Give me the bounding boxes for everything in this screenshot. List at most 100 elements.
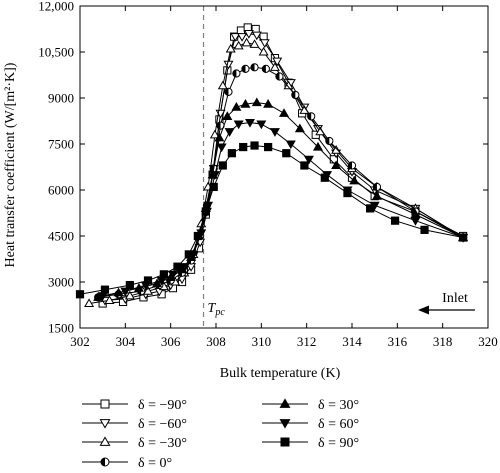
data-point	[167, 270, 178, 280]
legend-marker	[99, 436, 111, 446]
x-axis-ticks: 302 304 306 308 310 312 314 316 318 320	[70, 6, 498, 349]
data-point	[209, 182, 218, 192]
y-tick-label: 3000	[48, 275, 74, 290]
data-point	[250, 141, 259, 150]
data-point	[184, 250, 193, 259]
data-point	[222, 111, 233, 120]
data-point	[278, 108, 290, 117]
y-tick-label: 1500	[48, 321, 74, 336]
legend-item: δ = −60°	[82, 417, 187, 432]
data-point	[243, 23, 252, 32]
tpc-label-sub: pc	[214, 307, 225, 318]
data-point	[217, 80, 228, 90]
inlet-arrow-head-icon	[418, 305, 429, 315]
data-point	[244, 118, 256, 128]
x-tick-label: 304	[116, 334, 136, 349]
y-axis-title: Heat transfer coefficient (W/[m²·K])	[3, 62, 18, 267]
x-tick-label: 308	[206, 334, 226, 349]
legend-item: δ = −30°	[82, 436, 187, 451]
legend-label: δ = 30°	[318, 398, 359, 413]
data-point	[224, 87, 233, 96]
data-point	[366, 204, 375, 213]
data-point	[410, 217, 421, 226]
data-point	[249, 39, 260, 48]
data-point	[250, 63, 259, 72]
data-point	[237, 33, 248, 42]
data-point	[227, 149, 236, 158]
legend: δ = −90° δ = −60° δ = −30° δ = 0° δ = 30° δ =…	[82, 398, 359, 471]
series-line	[79, 144, 464, 295]
data-point	[269, 62, 280, 71]
data-point	[347, 161, 357, 170]
data-point	[243, 30, 254, 39]
data-point	[251, 24, 260, 34]
data-point	[240, 98, 251, 108]
data-point	[232, 69, 241, 78]
data-point	[214, 132, 225, 142]
data-point	[239, 142, 248, 152]
data-point	[100, 285, 110, 294]
data-point	[173, 262, 182, 271]
tpc-label: Tpc	[208, 301, 226, 318]
data-point	[300, 161, 309, 170]
data-point	[372, 182, 382, 192]
data-point	[124, 290, 135, 300]
y-tick-label: 9000	[48, 91, 74, 106]
data-point	[152, 278, 163, 288]
data-point	[125, 280, 134, 290]
legend-item: δ = 30°	[262, 398, 359, 413]
data-point	[320, 173, 329, 182]
legend-marker	[99, 419, 111, 429]
y-tick-label: 7500	[48, 137, 74, 152]
data-point	[241, 37, 252, 47]
data-point	[201, 207, 210, 216]
data-point	[224, 128, 235, 137]
series-2	[84, 37, 469, 308]
series-line	[97, 102, 464, 298]
x-tick-label: 306	[161, 334, 181, 349]
data-point	[282, 149, 291, 158]
x-tick-label: 318	[433, 334, 453, 349]
x-tick-label: 314	[342, 334, 362, 349]
legend-item: δ = 60°	[262, 417, 359, 432]
inlet-label: Inlet	[442, 291, 468, 306]
legend-label: δ = −30°	[138, 436, 187, 451]
data-point	[264, 142, 273, 152]
data-point	[371, 190, 382, 200]
data-point	[251, 97, 262, 107]
data-point	[256, 120, 267, 130]
legend-marker	[100, 457, 110, 467]
data-point	[104, 295, 115, 304]
data-point	[209, 129, 220, 139]
legend-marker	[279, 419, 291, 429]
data-point	[349, 175, 360, 185]
series-layer	[75, 23, 469, 308]
series-4	[93, 97, 469, 301]
data-point	[390, 216, 400, 225]
legend-item: δ = 90°	[262, 436, 359, 451]
data-point	[84, 298, 95, 308]
data-point	[230, 33, 241, 42]
data-point	[259, 39, 270, 48]
series-1	[99, 30, 469, 306]
data-point	[209, 171, 220, 180]
series-line	[98, 66, 464, 298]
data-point	[193, 231, 202, 241]
legend-label: δ = 90°	[318, 436, 359, 451]
y-tick-label: 6000	[48, 183, 74, 198]
legend-marker	[279, 398, 291, 408]
data-point	[225, 43, 236, 53]
data-point	[241, 64, 250, 73]
x-tick-label: 310	[252, 334, 272, 349]
data-point	[458, 233, 468, 242]
legend-label: δ = −90°	[138, 398, 187, 413]
legend-marker	[280, 437, 290, 447]
series-line	[102, 26, 464, 304]
legend-item: δ = 0°	[82, 456, 172, 471]
x-tick-label: 316	[388, 334, 408, 349]
data-point	[343, 188, 352, 198]
series-3	[94, 63, 468, 302]
data-point	[261, 64, 270, 73]
data-point	[294, 123, 305, 133]
data-point	[233, 40, 244, 50]
